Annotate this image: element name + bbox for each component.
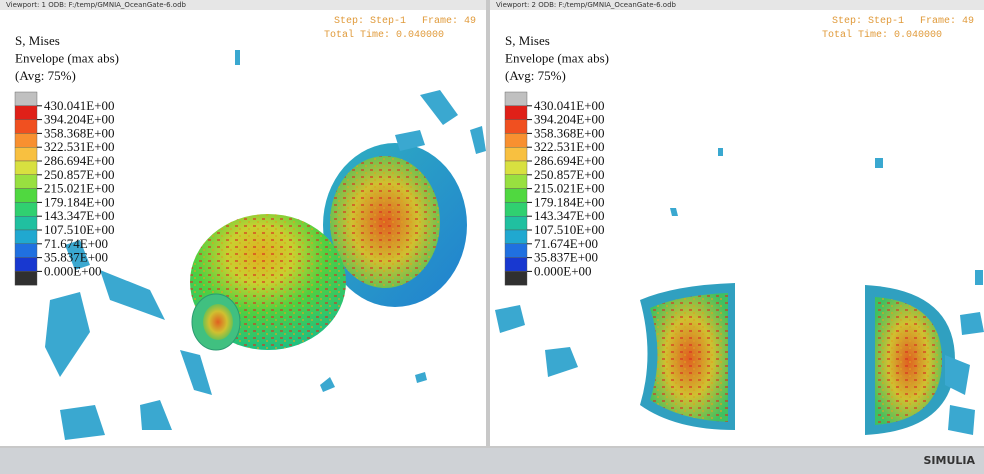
fragments	[45, 50, 486, 440]
legend-label: 215.021E+00	[534, 181, 605, 196]
legend-label: 286.694E+00	[44, 153, 115, 168]
legend-swatch	[504, 119, 528, 134]
legend-title: Envelope (max abs)	[15, 51, 119, 66]
legend-label: 71.674E+00	[534, 236, 598, 251]
legend-label: 107.510E+00	[534, 222, 605, 237]
legend-swatch	[504, 146, 528, 162]
legend-swatch	[504, 105, 528, 120]
legend-label: 143.347E+00	[534, 208, 605, 223]
legend-swatch	[504, 188, 528, 203]
status-strip	[0, 448, 984, 474]
shell-texture	[330, 156, 440, 288]
step-label: Step: Step-1	[334, 16, 406, 27]
legend-swatch	[504, 215, 528, 231]
legend-label: 0.000E+00	[534, 263, 592, 278]
legend-swatch	[14, 119, 38, 134]
legend-title: S, Mises	[15, 33, 60, 48]
legend-title: (Avg: 75%)	[505, 68, 566, 83]
legend-swatch	[14, 146, 38, 162]
legend-label: 35.837E+00	[534, 250, 598, 265]
viewport-title: Viewport: 2 ODB: F:/temp/GMNIA_OceanGate…	[496, 1, 677, 9]
legend-label: 0.000E+00	[44, 263, 102, 278]
legend-label: 394.204E+00	[44, 112, 115, 127]
legend-swatch	[14, 243, 38, 258]
legend-label: 286.694E+00	[534, 153, 605, 168]
legend-swatch	[504, 133, 528, 148]
legend-title: Envelope (max abs)	[505, 51, 609, 66]
total-time: Total Time: 0.040000	[822, 29, 942, 41]
legend-swatch	[14, 229, 38, 245]
legend-label: 179.184E+00	[534, 194, 605, 209]
step-label: Step: Step-1	[832, 16, 904, 27]
viewport[interactable]: Viewport: 1 ODB: F:/temp/GMNIA_OceanGate…	[0, 0, 486, 446]
legend-swatch	[14, 160, 38, 176]
legend-swatch	[504, 160, 528, 176]
legend-swatch	[14, 91, 38, 107]
viewport-title: Viewport: 1 ODB: F:/temp/GMNIA_OceanGate…	[6, 1, 187, 9]
legend-swatch	[504, 243, 528, 258]
legend-swatch	[504, 229, 528, 245]
legend-swatch	[504, 174, 528, 189]
legend-label: 143.347E+00	[44, 208, 115, 223]
legend-label: 430.041E+00	[44, 98, 115, 113]
total-time: Total Time: 0.040000	[324, 29, 444, 41]
viewport[interactable]: Viewport: 2 ODB: F:/temp/GMNIA_OceanGate…	[490, 0, 984, 446]
dome-opening-inner	[203, 304, 233, 340]
legend-swatch	[14, 215, 38, 231]
frame-label: Frame: 49	[422, 16, 476, 27]
legend-label: 250.857E+00	[534, 167, 605, 182]
legend-swatch	[14, 105, 38, 120]
half-dome-left-texture	[650, 293, 728, 422]
legend-label: 322.531E+00	[534, 139, 605, 154]
legend-swatch	[14, 133, 38, 148]
legend-label: 179.184E+00	[44, 194, 115, 209]
legend-label: 107.510E+00	[44, 222, 115, 237]
vendor-logo: SIMULIA	[923, 454, 975, 467]
legend-swatch	[14, 174, 38, 189]
legend-label: 358.368E+00	[44, 125, 115, 140]
legend-label: 250.857E+00	[44, 167, 115, 182]
legend-swatch	[504, 91, 528, 107]
viewport-titlebar	[0, 0, 486, 10]
legend-swatch	[504, 202, 528, 217]
legend-swatch	[14, 202, 38, 217]
legend-label: 215.021E+00	[44, 181, 115, 196]
viewport-titlebar	[490, 0, 984, 10]
legend-swatch	[14, 188, 38, 203]
fragments	[495, 148, 984, 435]
legend-swatch	[14, 271, 38, 286]
legend-label: 430.041E+00	[534, 98, 605, 113]
legend-label: 322.531E+00	[44, 139, 115, 154]
legend-label: 358.368E+00	[534, 125, 605, 140]
legend-title: (Avg: 75%)	[15, 68, 76, 83]
legend-label: 394.204E+00	[534, 112, 605, 127]
legend-swatch	[504, 257, 528, 272]
frame-label: Frame: 49	[920, 16, 974, 27]
legend-label: 35.837E+00	[44, 250, 108, 265]
legend-swatch	[14, 257, 38, 272]
legend-label: 71.674E+00	[44, 236, 108, 251]
half-dome-right-texture	[875, 297, 942, 425]
legend-swatch	[504, 271, 528, 286]
legend-title: S, Mises	[505, 33, 550, 48]
